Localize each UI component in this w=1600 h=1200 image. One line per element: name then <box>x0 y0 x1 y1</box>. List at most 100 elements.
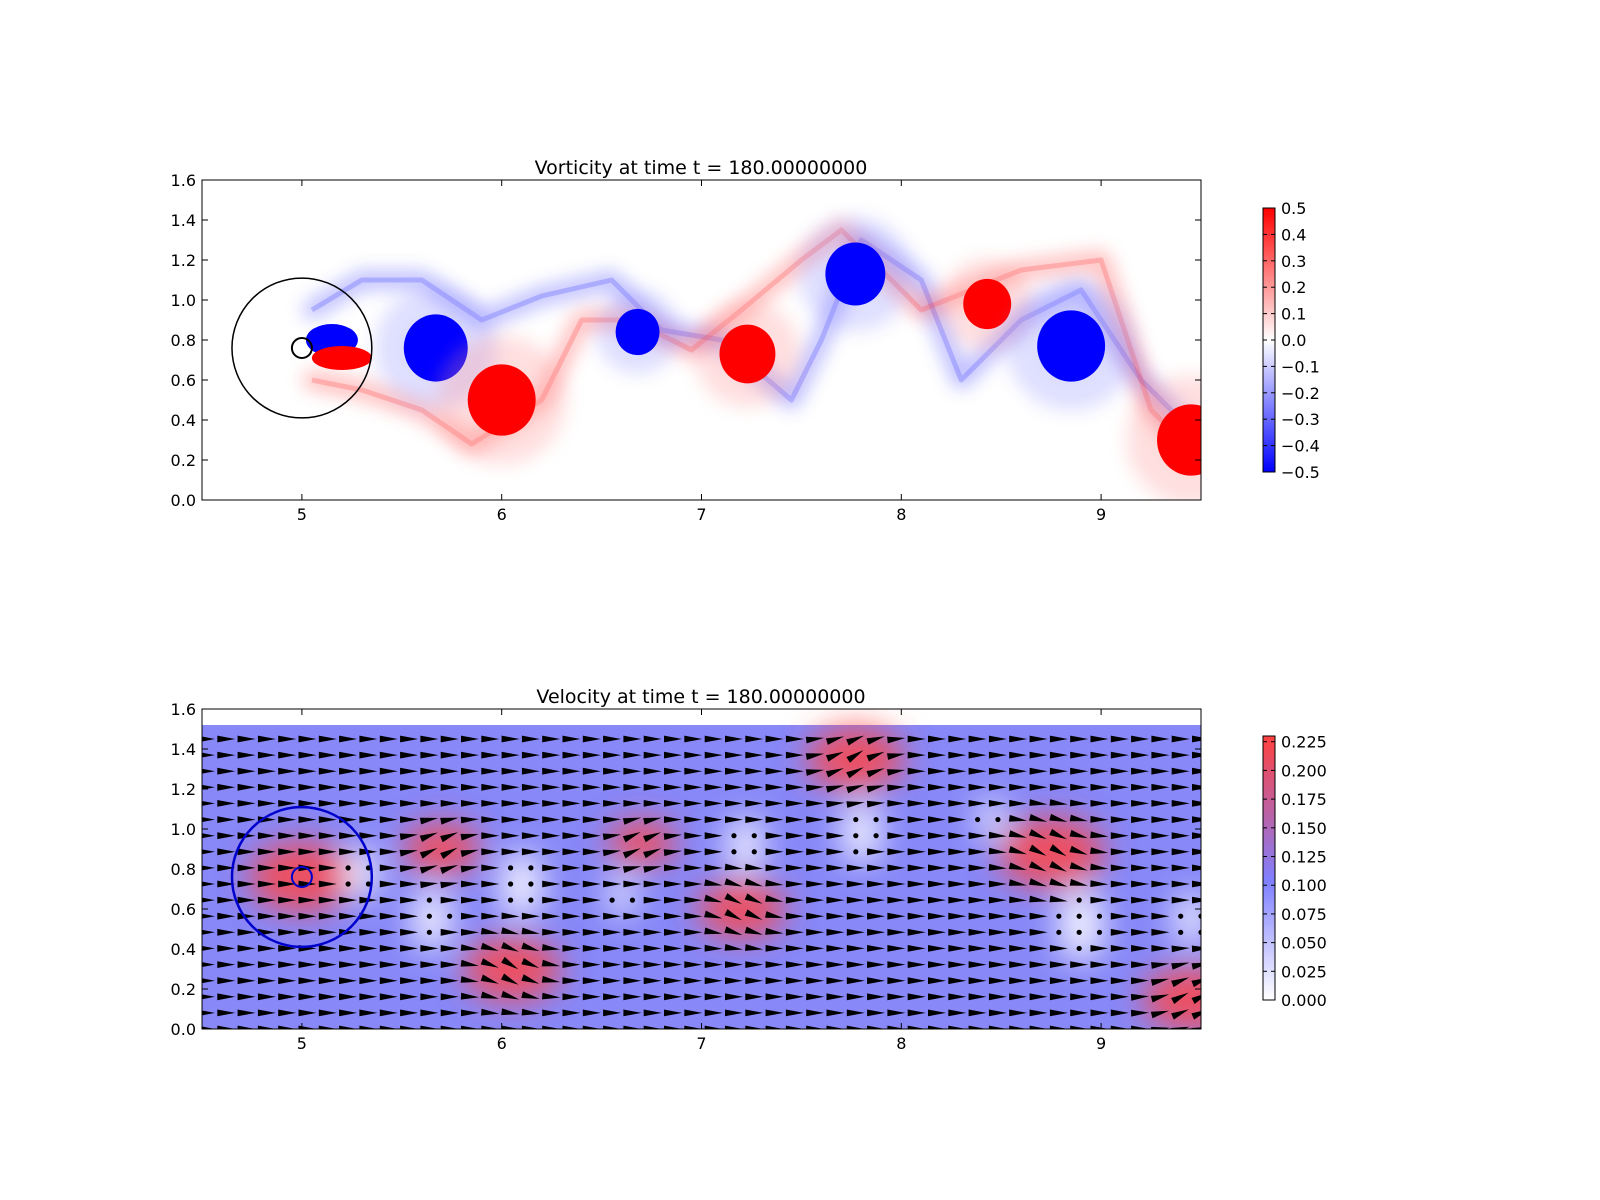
velocity-arrow <box>1049 977 1068 985</box>
velocity-arrow <box>1151 945 1170 952</box>
velocity-arrow <box>359 993 378 1001</box>
velocity-arrow <box>1178 929 1184 935</box>
velocity-arrow <box>1090 800 1109 807</box>
x-tick-label: 6 <box>497 505 507 524</box>
velocity-arrow <box>907 880 926 888</box>
velocity-arrow <box>846 896 865 904</box>
velocity-arrow <box>257 977 276 985</box>
x-tick-label: 9 <box>1096 505 1106 524</box>
velocity-arrow <box>1090 831 1109 839</box>
velocity-arrow <box>481 816 500 823</box>
velocity-arrow <box>379 912 398 920</box>
velocity-arrow <box>318 961 337 968</box>
velocity-arrow <box>643 1025 662 1029</box>
velocity-arrow <box>521 816 540 823</box>
velocity-arrow <box>359 751 378 759</box>
velocity-arrow <box>725 751 743 759</box>
velocity-arrow <box>1090 767 1109 775</box>
velocity-arrow <box>603 928 622 936</box>
velocity-arrow <box>887 945 906 952</box>
low-speed-region <box>412 887 451 951</box>
velocity-arrow <box>765 911 784 918</box>
velocity-arrow <box>765 751 784 759</box>
velocity-arrow <box>521 735 540 743</box>
velocity-arrow <box>1008 814 1028 822</box>
velocity-arrow <box>1110 832 1129 840</box>
velocity-arrow <box>968 1009 987 1017</box>
velocity-arrow <box>237 751 256 759</box>
velocity-arrow <box>907 977 926 985</box>
velocity-arrow <box>1090 880 1109 887</box>
velocity-arrow <box>379 751 398 759</box>
obstacle-inner-circle <box>290 337 313 359</box>
velocity-arrow <box>1069 878 1088 886</box>
velocity-arrow <box>1009 751 1028 759</box>
velocity-arrow <box>461 896 479 904</box>
velocity-arrow <box>1009 1025 1028 1029</box>
velocity-arrow <box>237 800 256 807</box>
velocity-arrow <box>887 784 906 792</box>
velocity-arrow <box>846 801 865 808</box>
velocity-arrow <box>278 945 297 952</box>
velocity-arrow <box>562 977 581 985</box>
velocity-arrow <box>664 783 682 791</box>
velocity-arrow <box>521 783 540 791</box>
velocity-arrow <box>684 945 703 952</box>
velocity-arrow <box>339 993 358 1001</box>
velocity-arrow <box>623 1009 642 1017</box>
velocity-arrow <box>866 736 885 745</box>
y-tick-label: 1.0 <box>171 820 196 839</box>
velocity-arrow <box>257 832 276 840</box>
x-tick-label: 6 <box>497 1034 507 1053</box>
velocity-arrow <box>643 767 662 775</box>
velocity-arrow <box>1049 1025 1068 1029</box>
y-tick-label: 1.4 <box>171 211 196 230</box>
velocity-arrow <box>420 751 439 759</box>
velocity-arrow <box>202 768 215 774</box>
velocity-arrow <box>420 1009 439 1017</box>
velocity-arrow <box>400 1025 419 1029</box>
velocity-arrow <box>1191 978 1201 988</box>
velocity-arrow <box>887 928 906 936</box>
velocity-arrow <box>257 767 276 775</box>
velocity-arrow <box>684 880 703 888</box>
velocity-arrow <box>907 993 926 1001</box>
velocity-arrow <box>426 929 432 935</box>
velocity-arrow <box>806 784 825 792</box>
velocity-arrow <box>684 751 703 759</box>
velocity-arrow <box>745 751 764 759</box>
velocity-arrow <box>928 945 946 952</box>
velocity-arrow <box>725 735 743 743</box>
velocity-arrow <box>1131 816 1150 823</box>
velocity-arrow <box>684 1025 703 1029</box>
velocity-arrow <box>460 992 479 1000</box>
velocity-arrow <box>481 735 500 743</box>
velocity-arrow <box>988 1009 1007 1017</box>
colorbar-tick-label: −0.3 <box>1281 410 1320 429</box>
velocity-arrow <box>745 977 764 985</box>
velocity-arrow <box>217 735 236 743</box>
velocity-arrow <box>1151 962 1170 969</box>
velocity-arrow <box>582 800 601 807</box>
velocity-arrow <box>339 767 358 775</box>
velocity-arrow <box>1151 783 1170 791</box>
velocity-arrow <box>663 849 682 857</box>
velocity-arrow <box>704 816 723 823</box>
velocity-arrow <box>867 1009 886 1017</box>
colorbar-tick-label: 0.3 <box>1281 252 1306 271</box>
velocity-arrow <box>400 1009 419 1017</box>
velocity-arrow <box>765 848 784 856</box>
velocity-arrow <box>582 767 601 775</box>
velocity-arrow <box>217 880 236 888</box>
velocity-arrow <box>501 927 520 935</box>
x-tick-label: 8 <box>896 1034 906 1053</box>
velocity-arrow <box>664 751 682 759</box>
velocity-arrow <box>339 945 358 952</box>
velocity-arrow <box>237 1009 256 1017</box>
velocity-arrow <box>825 736 845 745</box>
velocity-arrow <box>806 880 825 888</box>
velocity-arrow <box>1150 1010 1170 1019</box>
velocity-arrow <box>278 896 297 904</box>
velocity-arrow <box>379 783 398 791</box>
velocity-arrow <box>846 1009 865 1017</box>
